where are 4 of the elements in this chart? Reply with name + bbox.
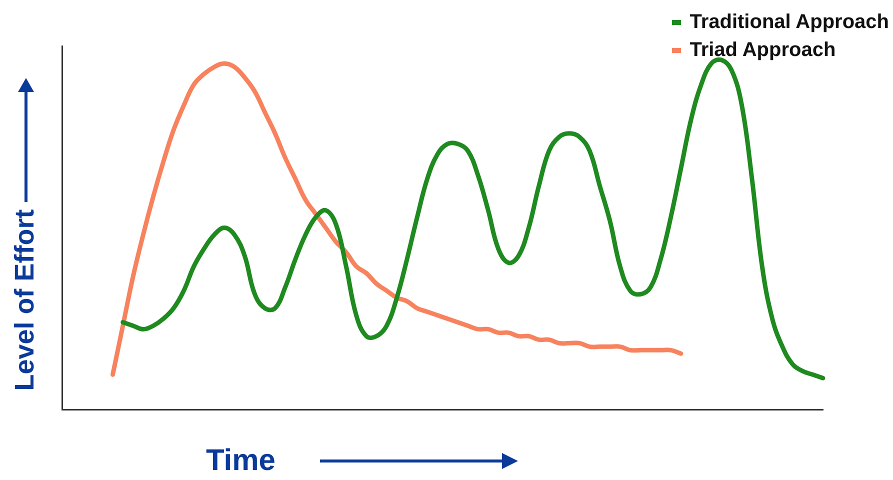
legend-label: Triad Approach [690,38,836,62]
x-axis-title: Time [206,444,276,478]
y-axis-title: Level of Effort [10,209,40,391]
legend-label: Traditional Approach [690,10,889,34]
